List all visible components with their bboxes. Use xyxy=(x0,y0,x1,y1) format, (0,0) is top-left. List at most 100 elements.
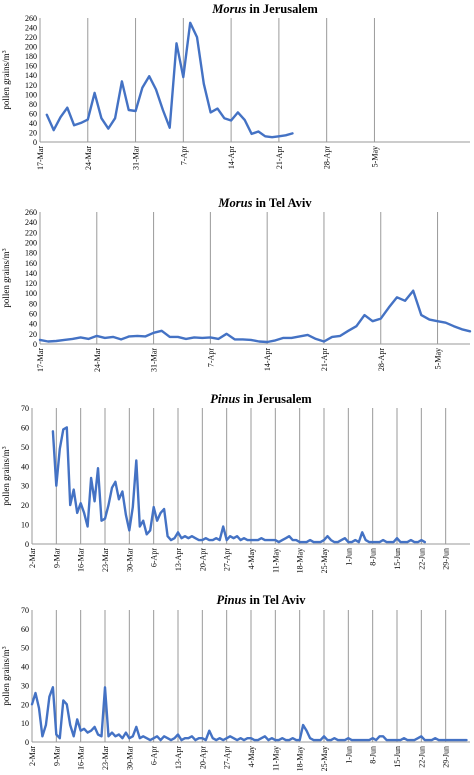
chart-title-location: in Tel Aviv xyxy=(252,196,312,210)
x-tick-label: 14-Apr xyxy=(227,146,236,169)
y-tick-label: 220 xyxy=(25,228,37,237)
y-axis-label-text: pollen grains/m xyxy=(1,649,11,705)
x-tick-label: 4-May xyxy=(247,548,256,569)
chart-title: Pinus in Jerusalem xyxy=(210,392,312,406)
chart-title: Pinus in Tel Aviv xyxy=(216,593,306,607)
x-tick-label: 18-May xyxy=(296,548,305,573)
x-tick-label: 6-Apr xyxy=(150,746,159,765)
x-tick-label: 18-May xyxy=(296,746,305,771)
x-tick-label: 20-Apr xyxy=(198,548,207,571)
y-tick-label: 30 xyxy=(21,681,29,690)
y-tick-label: 0 xyxy=(25,540,29,549)
chart-title-taxon: Pinus xyxy=(216,593,246,607)
y-tick-label: 0 xyxy=(33,340,37,349)
y-tick-label: 30 xyxy=(21,482,29,491)
x-tick-label: 30-Mar xyxy=(125,746,134,770)
y-tick-label: 50 xyxy=(21,443,29,452)
x-tick-label: 28-Apr xyxy=(323,146,332,169)
y-tick-label: 40 xyxy=(29,119,37,128)
x-tick-label: 7-Apr xyxy=(206,348,215,367)
x-tick-label: 30-Mar xyxy=(125,548,134,572)
y-tick-label: 180 xyxy=(25,249,37,258)
chart-title: Morus in Jerusalem xyxy=(211,2,318,16)
y-tick-label: 0 xyxy=(25,738,29,747)
x-tick-label: 31-Mar xyxy=(150,348,159,372)
y-axis-label-superscript: 3 xyxy=(2,446,8,449)
chart-title-taxon: Morus xyxy=(211,2,246,16)
y-tick-label: 140 xyxy=(25,71,37,80)
y-tick-label: 40 xyxy=(21,462,29,471)
x-tick-label: 28-Apr xyxy=(377,348,386,371)
x-tick-label: 25-May xyxy=(320,746,329,771)
x-tick-label: 8-Jun xyxy=(369,548,378,566)
chart-title-location: in Jerusalem xyxy=(246,2,318,16)
x-tick-label: 31-Mar xyxy=(132,146,141,170)
y-tick-label: 180 xyxy=(25,52,37,61)
y-tick-label: 70 xyxy=(21,606,29,615)
x-tick-label: 11-May xyxy=(271,548,280,573)
series-line-1 xyxy=(30,686,468,742)
y-tick-label: 60 xyxy=(21,423,29,432)
x-tick-label: 15-Jun xyxy=(393,548,402,570)
y-tick-label: 10 xyxy=(21,719,29,728)
y-tick-label: 240 xyxy=(25,218,37,227)
y-tick-label: 10 xyxy=(21,521,29,530)
y-axis-label-text: pollen grains/m xyxy=(1,53,11,109)
y-tick-label: 200 xyxy=(25,238,37,247)
x-tick-label: 14-Apr xyxy=(263,348,272,371)
y-axis-label-text: pollen grains/m xyxy=(1,449,11,505)
y-tick-label: 80 xyxy=(29,299,37,308)
chart-title-location: in Tel Aviv xyxy=(246,593,306,607)
x-tick-label: 17-Mar xyxy=(36,348,45,372)
x-tick-label: 17-Mar xyxy=(36,146,45,170)
x-tick-label: 1-Jun xyxy=(344,746,353,764)
x-tick-label: 7-Apr xyxy=(179,146,188,165)
x-tick-label: 1-Jun xyxy=(344,548,353,566)
x-tick-label: 16-Mar xyxy=(77,548,86,572)
x-tick-label: 23-Mar xyxy=(101,548,110,572)
y-tick-label: 140 xyxy=(25,269,37,278)
y-axis-label-superscript: 3 xyxy=(2,646,8,649)
x-tick-label: 21-Apr xyxy=(275,146,284,169)
chart-title-taxon: Morus xyxy=(217,196,252,210)
x-tick-label: 16-Mar xyxy=(77,746,86,770)
y-tick-label: 60 xyxy=(29,310,37,319)
y-tick-label: 120 xyxy=(25,279,37,288)
x-tick-label: 20-Apr xyxy=(198,746,207,769)
y-tick-label: 100 xyxy=(25,289,37,298)
x-tick-label: 25-May xyxy=(320,548,329,573)
x-tick-label: 5-May xyxy=(370,146,379,167)
y-tick-label: 0 xyxy=(33,138,37,147)
y-tick-label: 70 xyxy=(21,404,29,413)
y-axis-label: pollen grains/m3 xyxy=(1,446,11,505)
chart-title-taxon: Pinus xyxy=(210,392,240,406)
y-tick-label: 50 xyxy=(21,644,29,653)
y-tick-label: 20 xyxy=(21,700,29,709)
y-tick-label: 60 xyxy=(29,109,37,118)
x-tick-label: 9-Mar xyxy=(52,746,61,766)
x-tick-label: 27-Apr xyxy=(223,746,232,769)
x-tick-label: 9-Mar xyxy=(52,548,61,568)
x-tick-label: 22-Jun xyxy=(417,548,426,570)
x-tick-label: 5-May xyxy=(434,348,443,369)
y-axis-label-superscript: 3 xyxy=(2,248,8,251)
x-tick-label: 8-Jun xyxy=(369,746,378,764)
y-axis-label-superscript: 3 xyxy=(2,50,8,53)
y-tick-label: 120 xyxy=(25,81,37,90)
y-tick-label: 20 xyxy=(29,330,37,339)
y-tick-label: 240 xyxy=(25,24,37,33)
y-tick-label: 160 xyxy=(25,259,37,268)
x-tick-label: 6-Apr xyxy=(150,548,159,567)
x-tick-label: 13-Apr xyxy=(174,548,183,571)
x-tick-label: 22-Jun xyxy=(417,746,426,768)
y-axis-label: pollen grains/m3 xyxy=(1,646,11,705)
y-tick-label: 80 xyxy=(29,100,37,109)
y-tick-label: 260 xyxy=(25,208,37,217)
x-tick-label: 27-Apr xyxy=(223,548,232,571)
y-tick-label: 260 xyxy=(25,14,37,23)
y-axis-label: pollen grains/m3 xyxy=(1,248,11,307)
x-tick-label: 15-Jun xyxy=(393,746,402,768)
